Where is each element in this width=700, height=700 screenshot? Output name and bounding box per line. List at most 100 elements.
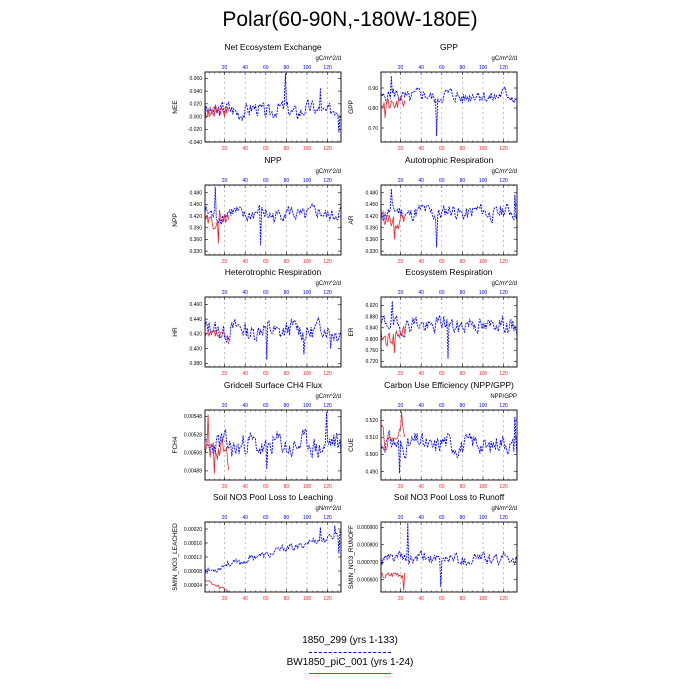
legend-label-1850-299: 1850_299 (yrs 1-133) xyxy=(302,635,398,646)
x-bottom-tick-label: 120 xyxy=(499,596,508,602)
y-tick-label: 0.00488 xyxy=(184,469,202,475)
series-1850-299-line xyxy=(380,301,518,359)
x-top-tick-label: 80 xyxy=(284,178,290,184)
y-tick-label: 0.720 xyxy=(365,359,378,365)
y-tick-label: 0.760 xyxy=(365,348,378,354)
x-bottom-tick-label: 100 xyxy=(303,371,312,377)
x-bottom-tick-label: 100 xyxy=(303,596,312,602)
x-bottom-tick-label: 60 xyxy=(263,371,269,377)
x-bottom-tick-label: 40 xyxy=(418,596,424,602)
units-label: gC/m^2/d xyxy=(492,56,518,62)
plot-frame xyxy=(380,296,518,368)
y-axis-label: SMIN_NO3_LEACHED xyxy=(172,523,179,591)
x-bottom-tick-label: 120 xyxy=(499,371,508,377)
x-bottom-tick-label: 100 xyxy=(479,146,488,152)
x-top-tick-label: 100 xyxy=(479,403,488,409)
panel-title: Soil NO3 Pool Loss to Leaching xyxy=(213,492,333,502)
x-bottom-tick-label: 40 xyxy=(242,484,248,490)
panel-title: Gridcell Surface CH4 Flux xyxy=(224,380,323,390)
y-tick-label: -0.040 xyxy=(188,140,202,146)
series-bw1850-line xyxy=(204,414,230,474)
plot-frame xyxy=(380,71,518,143)
x-bottom-tick-label: 100 xyxy=(479,484,488,490)
x-top-tick-label: 80 xyxy=(460,515,466,521)
x-top-tick-label: 80 xyxy=(284,403,290,409)
x-bottom-tick-label: 120 xyxy=(323,259,332,265)
series-bw1850-line xyxy=(204,580,229,593)
x-top-tick-label: 40 xyxy=(242,515,248,521)
x-bottom-tick-label: 120 xyxy=(499,259,508,265)
x-top-tick-label: 20 xyxy=(222,290,228,296)
plot-frame xyxy=(380,521,518,593)
y-axis-label: SMIN_NO3_RUNOFF xyxy=(348,525,355,589)
x-top-tick-label: 100 xyxy=(303,178,312,184)
x-bottom-tick-label: 100 xyxy=(479,596,488,602)
series-1850-299-line xyxy=(204,411,342,470)
x-bottom-tick-label: 40 xyxy=(242,371,248,377)
y-tick-label: 0.490 xyxy=(365,469,378,475)
x-top-tick-label: 80 xyxy=(460,65,466,71)
y-tick-label: 0.000800 xyxy=(357,543,378,549)
series-1850-299-line xyxy=(380,75,518,137)
x-bottom-tick-label: 80 xyxy=(460,259,466,265)
y-axis-label: NPP xyxy=(172,213,179,226)
series-bw1850-line xyxy=(380,411,406,451)
x-top-tick-label: 40 xyxy=(242,403,248,409)
x-top-tick-label: 80 xyxy=(284,290,290,296)
y-tick-label: 0.440 xyxy=(189,317,202,323)
x-top-tick-label: 120 xyxy=(499,178,508,184)
y-tick-label: 0.00004 xyxy=(184,583,202,589)
x-top-tick-label: 60 xyxy=(439,515,445,521)
x-top-tick-label: 20 xyxy=(398,65,404,71)
x-bottom-tick-label: 80 xyxy=(460,146,466,152)
x-bottom-tick-label: 120 xyxy=(499,484,508,490)
y-tick-label: -0.020 xyxy=(188,127,202,133)
plot-frame xyxy=(204,521,342,593)
y-tick-label: 0.880 xyxy=(365,314,378,320)
x-top-tick-label: 60 xyxy=(263,178,269,184)
plot-frame xyxy=(204,296,342,368)
panel-title: GPP xyxy=(440,42,458,52)
y-axis-label: GPP xyxy=(348,100,355,114)
x-top-tick-label: 80 xyxy=(284,515,290,521)
x-top-tick-label: 100 xyxy=(479,178,488,184)
y-tick-label: 0.460 xyxy=(189,302,202,308)
y-tick-label: 0.800 xyxy=(365,337,378,343)
x-top-tick-label: 20 xyxy=(398,290,404,296)
plot-frame xyxy=(380,409,518,481)
x-bottom-tick-label: 40 xyxy=(242,146,248,152)
y-tick-label: 0.000600 xyxy=(357,578,378,584)
x-top-tick-label: 20 xyxy=(222,515,228,521)
x-bottom-tick-label: 40 xyxy=(418,146,424,152)
series-1850-299-line xyxy=(380,416,518,474)
x-bottom-tick-label: 100 xyxy=(479,371,488,377)
x-bottom-tick-label: 80 xyxy=(284,484,290,490)
units-label: gN/m^2/d xyxy=(316,506,342,512)
x-top-tick-label: 120 xyxy=(323,178,332,184)
series-1850-299-line xyxy=(204,316,342,360)
x-bottom-tick-label: 80 xyxy=(284,146,290,152)
x-bottom-tick-label: 20 xyxy=(222,596,228,602)
x-top-tick-label: 20 xyxy=(398,178,404,184)
y-tick-label: 0.000700 xyxy=(357,560,378,566)
x-bottom-tick-label: 100 xyxy=(303,259,312,265)
series-bw1850-line xyxy=(204,329,230,345)
x-top-tick-label: 100 xyxy=(479,65,488,71)
panel-ar: Autotrophic Respiration gC/m^2/d 20 40 60 80 1… xyxy=(348,155,518,265)
x-top-tick-label: 40 xyxy=(418,65,424,71)
units-label: gN/m^2/d xyxy=(492,506,518,512)
x-bottom-tick-label: 60 xyxy=(439,259,445,265)
x-top-tick-label: 40 xyxy=(418,290,424,296)
x-bottom-tick-label: 40 xyxy=(242,596,248,602)
y-tick-label: 0.330 xyxy=(365,249,378,255)
x-bottom-tick-label: 80 xyxy=(460,596,466,602)
y-axis-label: FCH4 xyxy=(172,436,179,453)
series-1850-299-line xyxy=(380,522,518,587)
y-tick-label: 0.390 xyxy=(365,226,378,232)
x-bottom-tick-label: 60 xyxy=(439,146,445,152)
y-tick-label: 0.380 xyxy=(189,361,202,367)
x-bottom-tick-label: 20 xyxy=(398,371,404,377)
x-top-tick-label: 120 xyxy=(323,403,332,409)
y-tick-label: 0.360 xyxy=(189,237,202,243)
x-bottom-tick-label: 120 xyxy=(323,146,332,152)
